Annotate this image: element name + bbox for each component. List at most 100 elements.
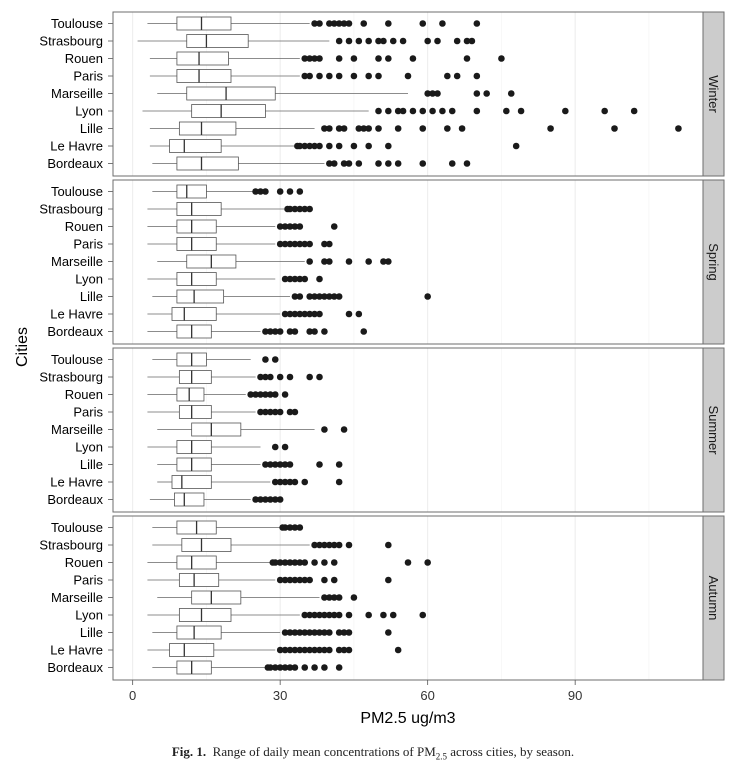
outlier-point [473,90,481,97]
box [176,440,212,454]
box [186,86,276,101]
outlier-point [345,629,353,636]
category-label: Lille [80,457,103,472]
outlier-point [385,258,392,265]
outlier-point [321,629,328,636]
outlier-point [385,160,392,167]
box [176,457,212,472]
outlier-point [562,107,569,115]
outlier-point [281,646,289,654]
outlier-point [394,160,402,167]
box [176,555,217,570]
category-label: Paris [73,237,103,252]
box [191,590,242,605]
category-label: Toulouse [51,520,103,535]
outlier-point [419,160,427,167]
outlier-point [335,125,343,132]
outlier-point [286,524,294,531]
outlier-point [286,576,294,584]
outlier-point [291,646,299,654]
outlier-point [321,611,328,619]
box [178,573,220,587]
outlier-point [262,373,269,381]
outlier-point [306,629,313,636]
facet-strip [702,179,725,345]
caption-label: Fig. 1. [171,744,207,759]
outlier-point [409,107,417,115]
box [176,660,212,675]
category-label: Lille [80,289,103,304]
outlier-point [326,293,333,300]
outlier-point [355,310,363,318]
outlier-point [291,408,299,416]
outlier-point [257,391,264,398]
outlier-point [286,223,294,230]
outlier-point [345,646,353,654]
outlier-point [311,559,318,566]
outlier-point [281,664,289,671]
outlier-point [507,90,515,97]
outlier-point [296,646,304,654]
outlier-point [316,373,323,381]
outlier-point [326,240,333,248]
outlier-point [286,310,294,318]
outlier-point [311,541,318,549]
outlier-point [276,461,284,468]
x-tick-label: 60 [420,688,434,703]
box [176,237,217,251]
box [178,608,232,622]
box [176,219,217,234]
outlier-point [330,293,338,300]
outlier-point [503,107,510,115]
outlier-point [326,258,333,265]
outlier-point [306,205,313,213]
outlier-point [296,205,304,213]
outlier-point [281,461,289,468]
outlier-point [335,629,343,636]
outlier-point [350,594,358,601]
outlier-point [306,142,313,150]
outlier-point [286,629,294,636]
outlier-point [330,223,338,230]
outlier-point [281,240,289,248]
outlier-point [473,20,481,27]
outlier-point [281,629,289,636]
category-label: Strasbourg [39,370,103,385]
outlier-point [281,559,289,566]
outlier-point [326,629,333,636]
outlier-point [311,646,318,654]
category-label: Paris [73,573,103,588]
box [169,139,222,153]
outlier-point [419,20,427,27]
box [171,475,212,489]
outlier-point [301,646,309,654]
outlier-point [345,258,353,265]
outlier-point [321,646,328,654]
outlier-point [335,478,343,486]
outlier-point [424,37,431,45]
outlier-point [335,37,343,45]
outlier-point [252,188,259,195]
outlier-point [326,20,333,27]
outlier-point [326,611,333,619]
outlier-point [306,373,313,381]
box [171,307,217,321]
outlier-point [281,478,289,486]
outlier-point [385,55,392,62]
outlier-point [448,107,456,115]
outlier-point [473,72,481,80]
outlier-point [296,576,304,584]
outlier-point [675,125,682,132]
outlier-point [301,559,309,566]
category-label: Lyon [75,440,103,455]
outlier-point [453,37,461,45]
outlier-point [291,559,299,566]
category-label: Lille [80,121,103,136]
outlier-point [345,37,353,45]
outlier-point [375,37,382,45]
outlier-point [311,310,318,318]
category-label: Rouen [65,555,103,570]
facet-label: Summer [706,405,721,455]
outlier-point [316,629,323,636]
outlier-point [380,37,387,45]
